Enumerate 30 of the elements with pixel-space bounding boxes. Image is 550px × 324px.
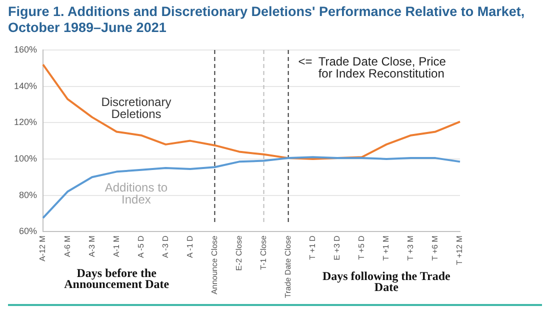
x-tick-label: T-1 Close bbox=[258, 235, 268, 270]
annotation: <= Trade Date Close, Price for Index Reconstitution bbox=[298, 54, 446, 80]
text: Days before the Announcement Date bbox=[64, 266, 170, 292]
y-tick-label: 100% bbox=[14, 153, 38, 164]
x-tick-label: Trade Date Close bbox=[284, 235, 293, 298]
x-tick-label: A-3 M bbox=[87, 235, 96, 257]
x-tick-label: A -3 D bbox=[160, 235, 170, 258]
x-tick-label: T +3 M bbox=[406, 235, 416, 261]
x-tick-label: E +3 D bbox=[332, 235, 342, 260]
series-label: Discretionary Deletions bbox=[101, 94, 172, 121]
x-tick-label: T +1 M bbox=[382, 235, 391, 261]
y-tick-label: 140% bbox=[14, 80, 38, 91]
y-tick-label: 160% bbox=[14, 44, 38, 54]
y-tick-label: 60% bbox=[19, 226, 38, 236]
x-tick-label: Announce Close bbox=[210, 235, 219, 294]
x-tick-label: T +12 M bbox=[455, 235, 464, 266]
x-tick-label: T +6 M bbox=[430, 235, 440, 261]
x-tick-label: A-1 M bbox=[112, 235, 121, 257]
series-label: Additions to Index bbox=[104, 180, 168, 206]
chart-title: Figure 1. Additions and Discretionary Deletions' Performance Relative to Market, October 1989–June 2021 bbox=[8, 4, 526, 36]
x-tick-label: E-2 Close bbox=[234, 235, 244, 271]
x-tick-label: A -1 D bbox=[185, 235, 194, 258]
x-tick-label: A-12 M bbox=[38, 235, 48, 262]
y-tick-label: 120% bbox=[14, 117, 38, 128]
x-tick-label: A-6 M bbox=[62, 235, 72, 257]
text: Days following the Trade Date bbox=[322, 269, 452, 294]
x-tick-label: T +5 D bbox=[357, 235, 366, 260]
y-tick-label: 80% bbox=[19, 190, 38, 200]
x-tick-label: A -5 D bbox=[136, 235, 146, 258]
x-tick-label: T +1 D bbox=[308, 235, 318, 260]
